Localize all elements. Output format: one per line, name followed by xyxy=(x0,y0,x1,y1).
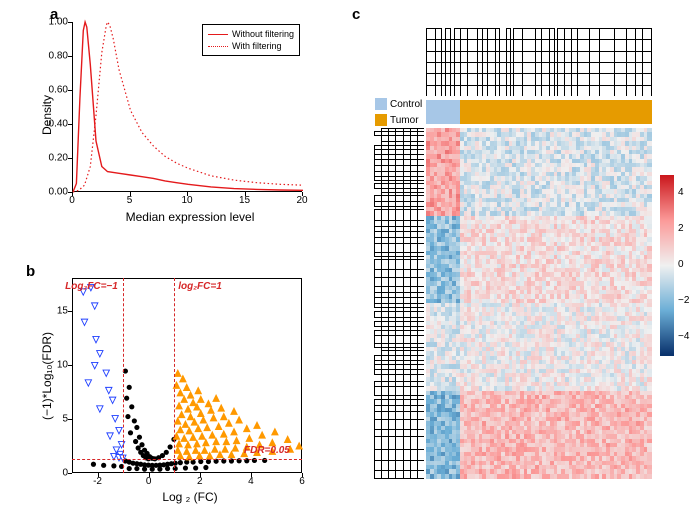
volcano-annot-fdr: FDR=0.05 xyxy=(244,445,290,456)
colorbar-tick: −2 xyxy=(678,295,689,306)
class-swatch-control xyxy=(375,98,387,110)
row-dendrogram xyxy=(370,128,424,478)
panel-b-xtick: 2 xyxy=(197,476,203,487)
panel-a-ytick: 0.00 xyxy=(44,187,68,198)
panel-a-xtick: 15 xyxy=(239,195,250,206)
panel-b-xlabel: Log ₂ (FC) xyxy=(145,490,235,504)
class-swatch-tumor xyxy=(375,114,387,126)
panel-a-ytick: 0.20 xyxy=(44,153,68,164)
panel-b-ytick: 15 xyxy=(46,305,68,316)
heatmap xyxy=(426,128,651,478)
volcano-annot-right: log₂FC=1 xyxy=(178,281,222,292)
class-label-tumor: Tumor xyxy=(390,115,419,126)
panel-a-xlabel: Median expression level xyxy=(115,210,265,224)
volcano-plot xyxy=(72,278,302,473)
column-dendrogram xyxy=(426,24,651,96)
legend-swatch-dotted xyxy=(208,46,228,47)
legend-label-solid: Without filtering xyxy=(232,29,294,39)
legend-swatch-solid xyxy=(208,34,228,35)
density-plot: Without filtering With filtering xyxy=(72,22,302,192)
colorbar-tick: 0 xyxy=(678,259,684,270)
volcano-annot-left: Log₂FC=−1 xyxy=(65,281,118,292)
legend-label-dotted: With filtering xyxy=(232,41,282,51)
panel-b-xtick: 4 xyxy=(248,476,254,487)
volcano-vline-left xyxy=(123,278,124,473)
class-legend-tumor: Tumor xyxy=(375,114,419,126)
colorbar-tick: 4 xyxy=(678,187,684,198)
volcano-hline-fdr xyxy=(72,459,302,460)
legend-row-solid: Without filtering xyxy=(208,28,294,40)
panel-a-ytick: 0.60 xyxy=(44,85,68,96)
panel-a-ytick: 1.00 xyxy=(44,17,68,28)
panel-a-xtick: 10 xyxy=(181,195,192,206)
class-annotation-bar xyxy=(426,100,651,124)
panel-b-ytick: 10 xyxy=(46,359,68,370)
panel-b-ytick: 5 xyxy=(46,413,68,424)
panel-b-ylabel: (−1)*Log₁₀(FDR) xyxy=(40,332,54,420)
colorbar-tick: 2 xyxy=(678,223,684,234)
colorbar-tick: −4 xyxy=(678,331,689,342)
panel-a-xtick: 20 xyxy=(296,195,307,206)
panel-a-xtick: 5 xyxy=(127,195,133,206)
class-legend-control: Control xyxy=(375,98,422,110)
panel-b-xtick: -2 xyxy=(93,476,102,487)
density-legend: Without filtering With filtering xyxy=(202,24,300,56)
panel-label-b: b xyxy=(26,263,35,280)
volcano-vline-right xyxy=(174,278,175,473)
panel-a-ytick: 0.40 xyxy=(44,119,68,130)
panel-label-c: c xyxy=(352,6,360,23)
panel-b-xtick: 6 xyxy=(299,476,305,487)
heatmap-colorbar xyxy=(660,175,674,355)
legend-row-dotted: With filtering xyxy=(208,40,294,52)
panel-b-ytick: 0 xyxy=(46,468,68,479)
class-label-control: Control xyxy=(390,99,422,110)
panel-a-xtick: 0 xyxy=(69,195,75,206)
panel-a-ytick: 0.80 xyxy=(44,51,68,62)
panel-b-xtick: 0 xyxy=(146,476,152,487)
